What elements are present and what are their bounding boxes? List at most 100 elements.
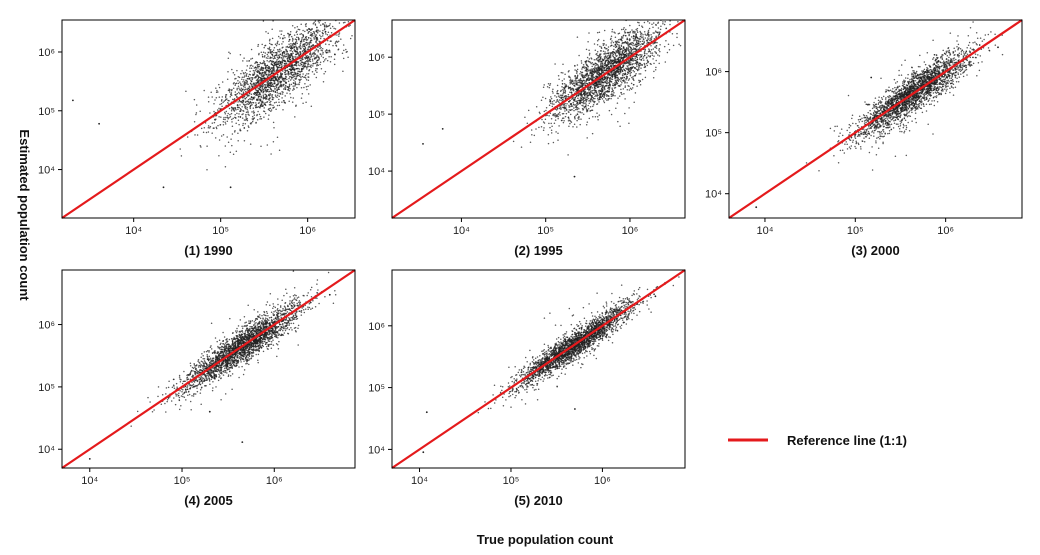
data-point <box>636 39 638 42</box>
data-point <box>614 76 617 79</box>
data-point <box>659 28 662 31</box>
data-point <box>576 119 578 122</box>
data-point <box>235 150 238 152</box>
data-point <box>580 62 583 64</box>
data-point <box>618 45 620 48</box>
data-point <box>231 98 234 101</box>
data-point <box>571 83 574 85</box>
data-point <box>626 54 628 56</box>
data-point <box>618 56 620 58</box>
scatter-points <box>72 20 353 189</box>
data-point <box>654 50 656 53</box>
data-point <box>924 99 926 102</box>
data-point <box>215 96 218 99</box>
data-point <box>548 104 551 107</box>
data-point <box>645 34 647 37</box>
data-point <box>608 73 611 75</box>
data-point <box>292 52 294 54</box>
data-point <box>629 67 632 69</box>
data-point <box>289 88 291 90</box>
data-point <box>563 105 566 107</box>
data-point <box>262 95 265 98</box>
data-point <box>242 81 244 83</box>
data-point <box>555 96 558 98</box>
data-point <box>636 69 639 72</box>
data-point <box>280 50 282 52</box>
data-point <box>335 44 337 47</box>
data-point <box>624 86 626 89</box>
data-point <box>632 35 635 37</box>
data-point <box>587 104 589 107</box>
data-point <box>273 63 276 65</box>
data-point <box>289 59 292 61</box>
data-point <box>319 61 322 63</box>
data-point <box>275 54 278 57</box>
data-point <box>287 55 289 58</box>
data-point <box>568 125 570 127</box>
data-point <box>293 79 295 81</box>
data-point <box>289 79 292 81</box>
data-point <box>590 68 593 70</box>
data-point <box>269 57 271 60</box>
data-point <box>233 131 236 133</box>
data-point <box>619 68 622 70</box>
data-point <box>655 31 657 33</box>
data-point <box>665 39 667 42</box>
data-point <box>292 89 294 91</box>
data-point <box>572 103 575 106</box>
data-point <box>264 85 267 87</box>
data-point <box>233 110 236 112</box>
data-point <box>295 53 297 56</box>
data-point <box>602 69 604 71</box>
data-point <box>643 50 646 53</box>
data-point <box>296 33 299 36</box>
data-point <box>604 81 606 83</box>
data-point <box>634 92 637 94</box>
data-point <box>644 65 646 68</box>
data-point <box>655 45 658 47</box>
data-point <box>590 76 593 79</box>
data-point <box>267 47 269 50</box>
data-point <box>953 57 955 59</box>
data-point <box>257 43 260 46</box>
data-point <box>569 86 572 89</box>
data-point <box>304 56 306 59</box>
data-point <box>642 42 645 45</box>
data-point <box>282 59 285 62</box>
data-point <box>227 102 229 104</box>
data-point <box>908 130 911 132</box>
data-point <box>618 61 621 64</box>
data-point <box>643 39 645 41</box>
data-point <box>268 95 271 97</box>
data-point <box>288 83 291 86</box>
data-point <box>636 56 639 59</box>
data-point <box>343 49 345 52</box>
data-point <box>621 51 624 54</box>
data-point <box>625 56 627 59</box>
data-point <box>569 83 571 85</box>
data-point <box>347 21 350 23</box>
data-point <box>213 121 216 124</box>
data-point <box>563 120 565 122</box>
data-point <box>276 88 279 91</box>
data-point <box>610 51 612 54</box>
data-point <box>602 65 604 68</box>
data-point <box>325 24 328 27</box>
data-point <box>288 84 291 87</box>
data-point <box>659 50 661 53</box>
data-point <box>305 57 307 59</box>
data-point <box>623 30 626 32</box>
data-point <box>217 91 219 93</box>
data-point <box>951 78 954 81</box>
data-point <box>644 69 647 72</box>
data-point <box>242 110 245 112</box>
data-point <box>569 109 572 111</box>
data-point <box>291 37 294 40</box>
data-point <box>984 34 987 36</box>
data-point <box>319 24 322 26</box>
data-point <box>313 32 316 35</box>
data-point <box>640 33 642 36</box>
data-point <box>237 79 239 82</box>
data-point <box>622 35 625 37</box>
